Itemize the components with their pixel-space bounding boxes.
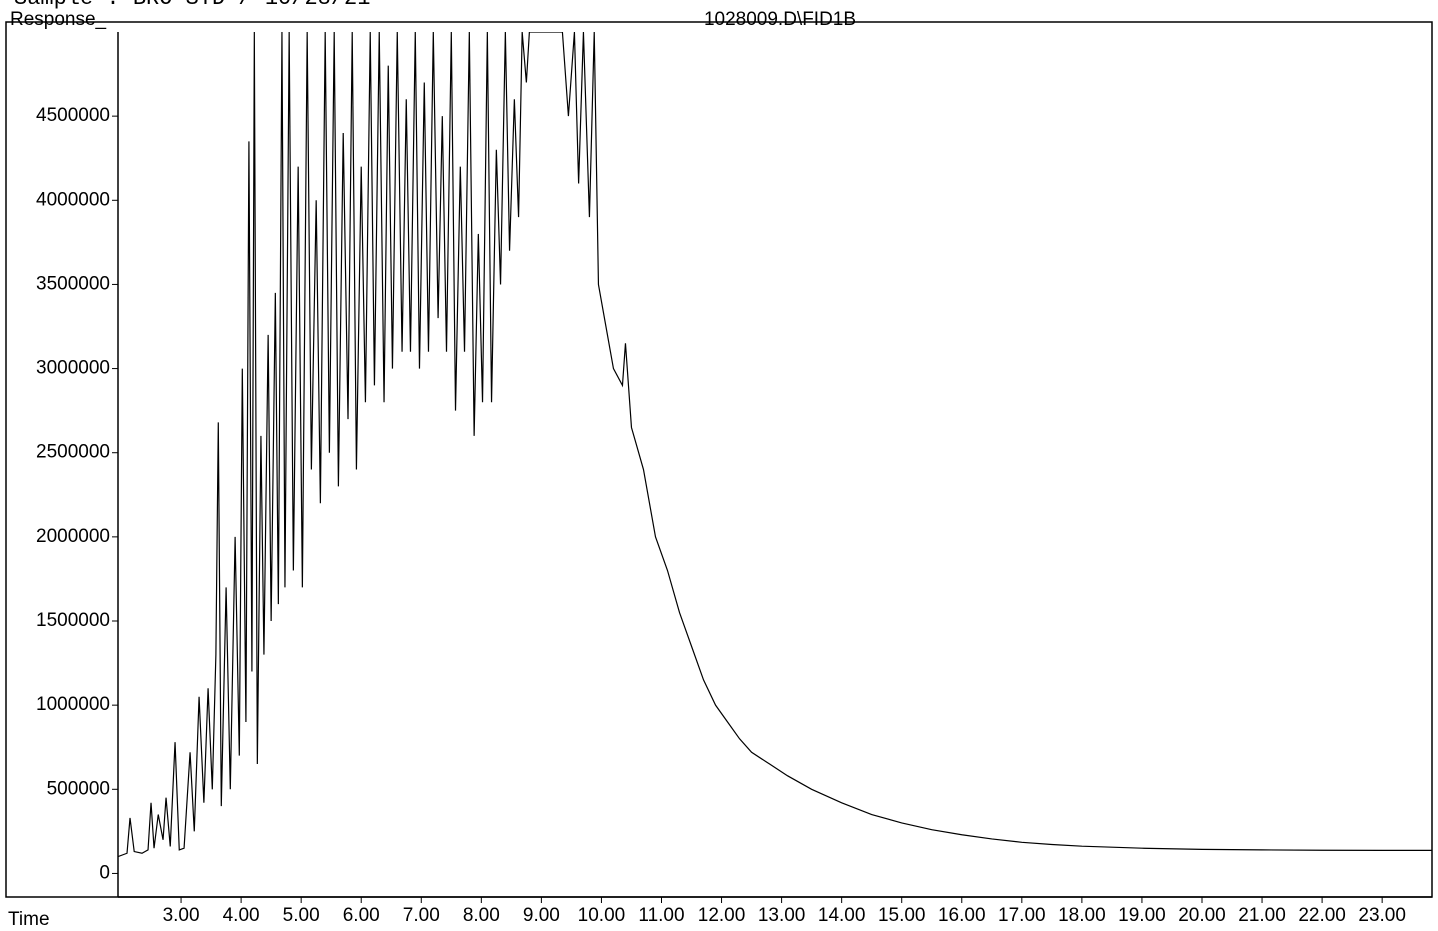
x-tick-label: 13.00	[758, 905, 806, 926]
x-tick-label: 8.00	[463, 905, 500, 926]
x-tick-label: 10.00	[578, 905, 626, 926]
x-tick-label: 18.00	[1058, 905, 1106, 926]
x-tick-label: 5.00	[283, 905, 320, 926]
x-tick-label: 15.00	[878, 905, 926, 926]
x-tick-label: 11.00	[638, 905, 684, 926]
x-tick-label: 23.00	[1358, 905, 1406, 926]
x-tick-label: 4.00	[223, 905, 260, 926]
chart-title: 1028009.D\FID1B	[704, 9, 856, 30]
x-tick-label: 16.00	[938, 905, 986, 926]
x-tick-label: 20.00	[1178, 905, 1226, 926]
x-tick-label: 6.00	[343, 905, 380, 926]
x-tick-label: 7.00	[403, 905, 440, 926]
x-tick-label: 12.00	[698, 905, 746, 926]
y-tick-label: 1500000	[36, 610, 110, 631]
x-tick-label: 17.00	[998, 905, 1046, 926]
y-axis-label: Response_	[10, 9, 107, 30]
x-tick-label: 14.00	[818, 905, 866, 926]
sample-header: Sample : BRO STD / 10/28/21	[14, 0, 370, 11]
y-tick-label: 2000000	[36, 526, 110, 547]
x-tick-label: 19.00	[1118, 905, 1166, 926]
signal-line	[118, 32, 1432, 858]
y-tick-label: 500000	[47, 778, 110, 799]
x-tick-label: 21.00	[1238, 905, 1286, 926]
y-tick-label: 0	[99, 862, 110, 883]
y-tick-label: 2500000	[36, 442, 110, 463]
x-axis-label: Time	[8, 909, 50, 930]
y-tick-label: 1000000	[36, 694, 110, 715]
y-tick-label: 3500000	[36, 273, 110, 294]
x-tick-label: 22.00	[1298, 905, 1346, 926]
x-tick-label: 9.00	[523, 905, 560, 926]
y-tick-label: 4500000	[36, 105, 110, 126]
y-tick-label: 3000000	[36, 358, 110, 379]
frame	[5, 21, 1433, 898]
y-tick-label: 4000000	[36, 189, 110, 210]
x-tick-label: 3.00	[163, 905, 200, 926]
